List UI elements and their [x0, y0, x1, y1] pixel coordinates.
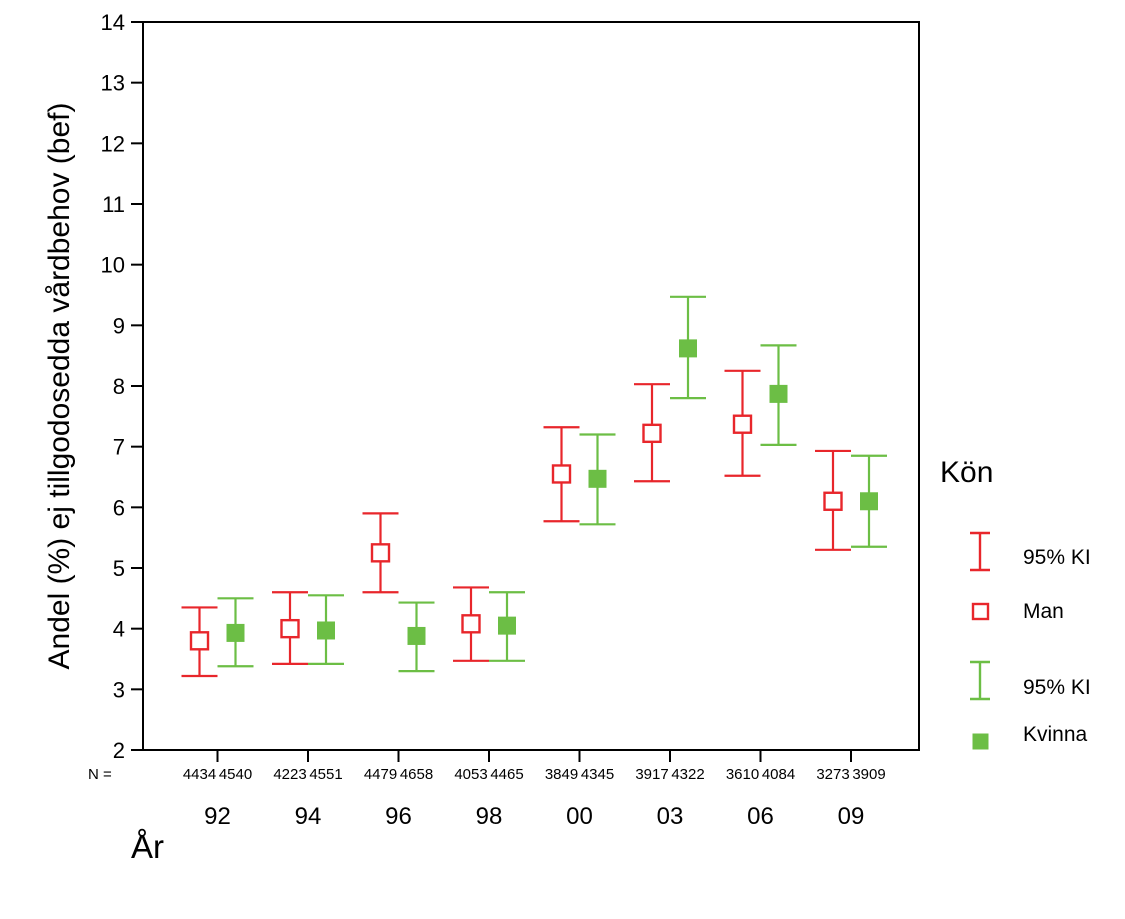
mean-marker — [732, 414, 753, 434]
mean-marker — [769, 384, 788, 403]
y-tick-label: 12 — [101, 131, 125, 156]
legend-kvinna-label: Kvinna — [1023, 723, 1088, 746]
legend-item-kvinna-ci: 95% KI — [970, 660, 1091, 701]
mean-marker — [823, 491, 843, 511]
n-label: 3273 — [816, 766, 849, 783]
n-prefix-label: N = — [88, 766, 112, 783]
n-label: 3909 — [852, 766, 885, 783]
legend-kvinna-marker — [972, 733, 989, 750]
legend-kvinna-ci-symbol — [970, 660, 990, 701]
x-tick-label: 09 — [838, 803, 865, 830]
y-tick-label: 2 — [113, 738, 125, 763]
mean-marker — [317, 621, 335, 640]
legend-item-kvinna: Kvinna — [972, 723, 1088, 750]
n-label: 4551 — [309, 766, 342, 783]
n-label: 4084 — [762, 766, 795, 783]
x-tick-label: 98 — [476, 803, 503, 830]
n-label: 4322 — [671, 766, 704, 783]
n-label: 3849 — [545, 766, 578, 783]
n-label: 4658 — [400, 766, 433, 783]
x-axis-label: År — [131, 828, 164, 865]
y-tick-label: 14 — [101, 10, 125, 35]
mean-marker — [189, 631, 210, 651]
legend-title: Kön — [940, 456, 993, 489]
x-tick-label: 96 — [385, 803, 412, 830]
mean-marker — [461, 614, 481, 634]
y-tick-label: 5 — [113, 556, 125, 581]
legend-man-ci-label: 95% KI — [1023, 546, 1091, 569]
y-tick-label: 13 — [101, 71, 125, 96]
series-man: 4434 4223 4479 4053 3849 3917 3610 3273 — [181, 369, 851, 783]
legend-man-label: Man — [1023, 600, 1064, 623]
x-tick-label: 92 — [204, 803, 231, 830]
mean-marker — [407, 626, 426, 645]
mean-marker — [280, 618, 300, 639]
legend-kvinna-ci-label: 95% KI — [1023, 676, 1091, 699]
mean-marker — [588, 469, 607, 488]
legend-man-ci-symbol — [970, 531, 990, 572]
x-tick-label: 03 — [657, 803, 684, 830]
n-label: 3610 — [726, 766, 759, 783]
y-axis-label: Andel (%) ej tillgodosedda vårdbehov (be… — [43, 103, 76, 670]
n-label: 3917 — [635, 766, 668, 783]
legend-man-marker — [971, 602, 990, 621]
mean-marker — [370, 543, 391, 563]
plot-frame — [142, 21, 920, 751]
n-label: 4053 — [454, 766, 487, 783]
y-tick-label: 7 — [113, 435, 125, 460]
x-tick-label: 06 — [747, 803, 774, 830]
n-label: 4434 — [183, 766, 216, 783]
n-label: 4223 — [273, 766, 306, 783]
plot-marks: 4434 4223 4479 4053 3849 3917 3610 3273 4540 4551… — [181, 295, 887, 783]
x-axis: 92 94 96 98 00 03 06 09 — [204, 750, 864, 830]
y-tick-label: 10 — [101, 253, 125, 278]
legend: Kön 95% KI Man 95% KI Kvinna — [940, 456, 1091, 750]
series-kvinna: 4540 4551 4658 4465 4345 4322 4084 3909 — [217, 295, 887, 783]
y-axis: 2 3 4 5 6 7 8 9 10 11 12 13 14 — [101, 10, 143, 763]
mean-marker — [679, 339, 697, 358]
y-tick-label: 3 — [113, 677, 125, 702]
mean-marker — [226, 623, 245, 642]
mean-marker — [551, 464, 572, 484]
mean-marker — [642, 423, 662, 444]
y-tick-label: 8 — [113, 374, 125, 399]
legend-item-man-ci: 95% KI — [970, 531, 1091, 572]
y-tick-label: 11 — [102, 192, 125, 217]
x-tick-label: 94 — [295, 803, 322, 830]
n-label: 4479 — [364, 766, 397, 783]
legend-item-man: Man — [971, 600, 1064, 623]
x-tick-label: 00 — [566, 803, 593, 830]
y-tick-label: 6 — [113, 495, 125, 520]
n-label: 4540 — [219, 766, 252, 783]
mean-marker — [498, 616, 516, 635]
y-tick-label: 4 — [113, 617, 125, 642]
mean-marker — [860, 492, 878, 511]
n-label: 4345 — [581, 766, 614, 783]
n-label: 4465 — [490, 766, 523, 783]
y-tick-label: 9 — [113, 313, 125, 338]
